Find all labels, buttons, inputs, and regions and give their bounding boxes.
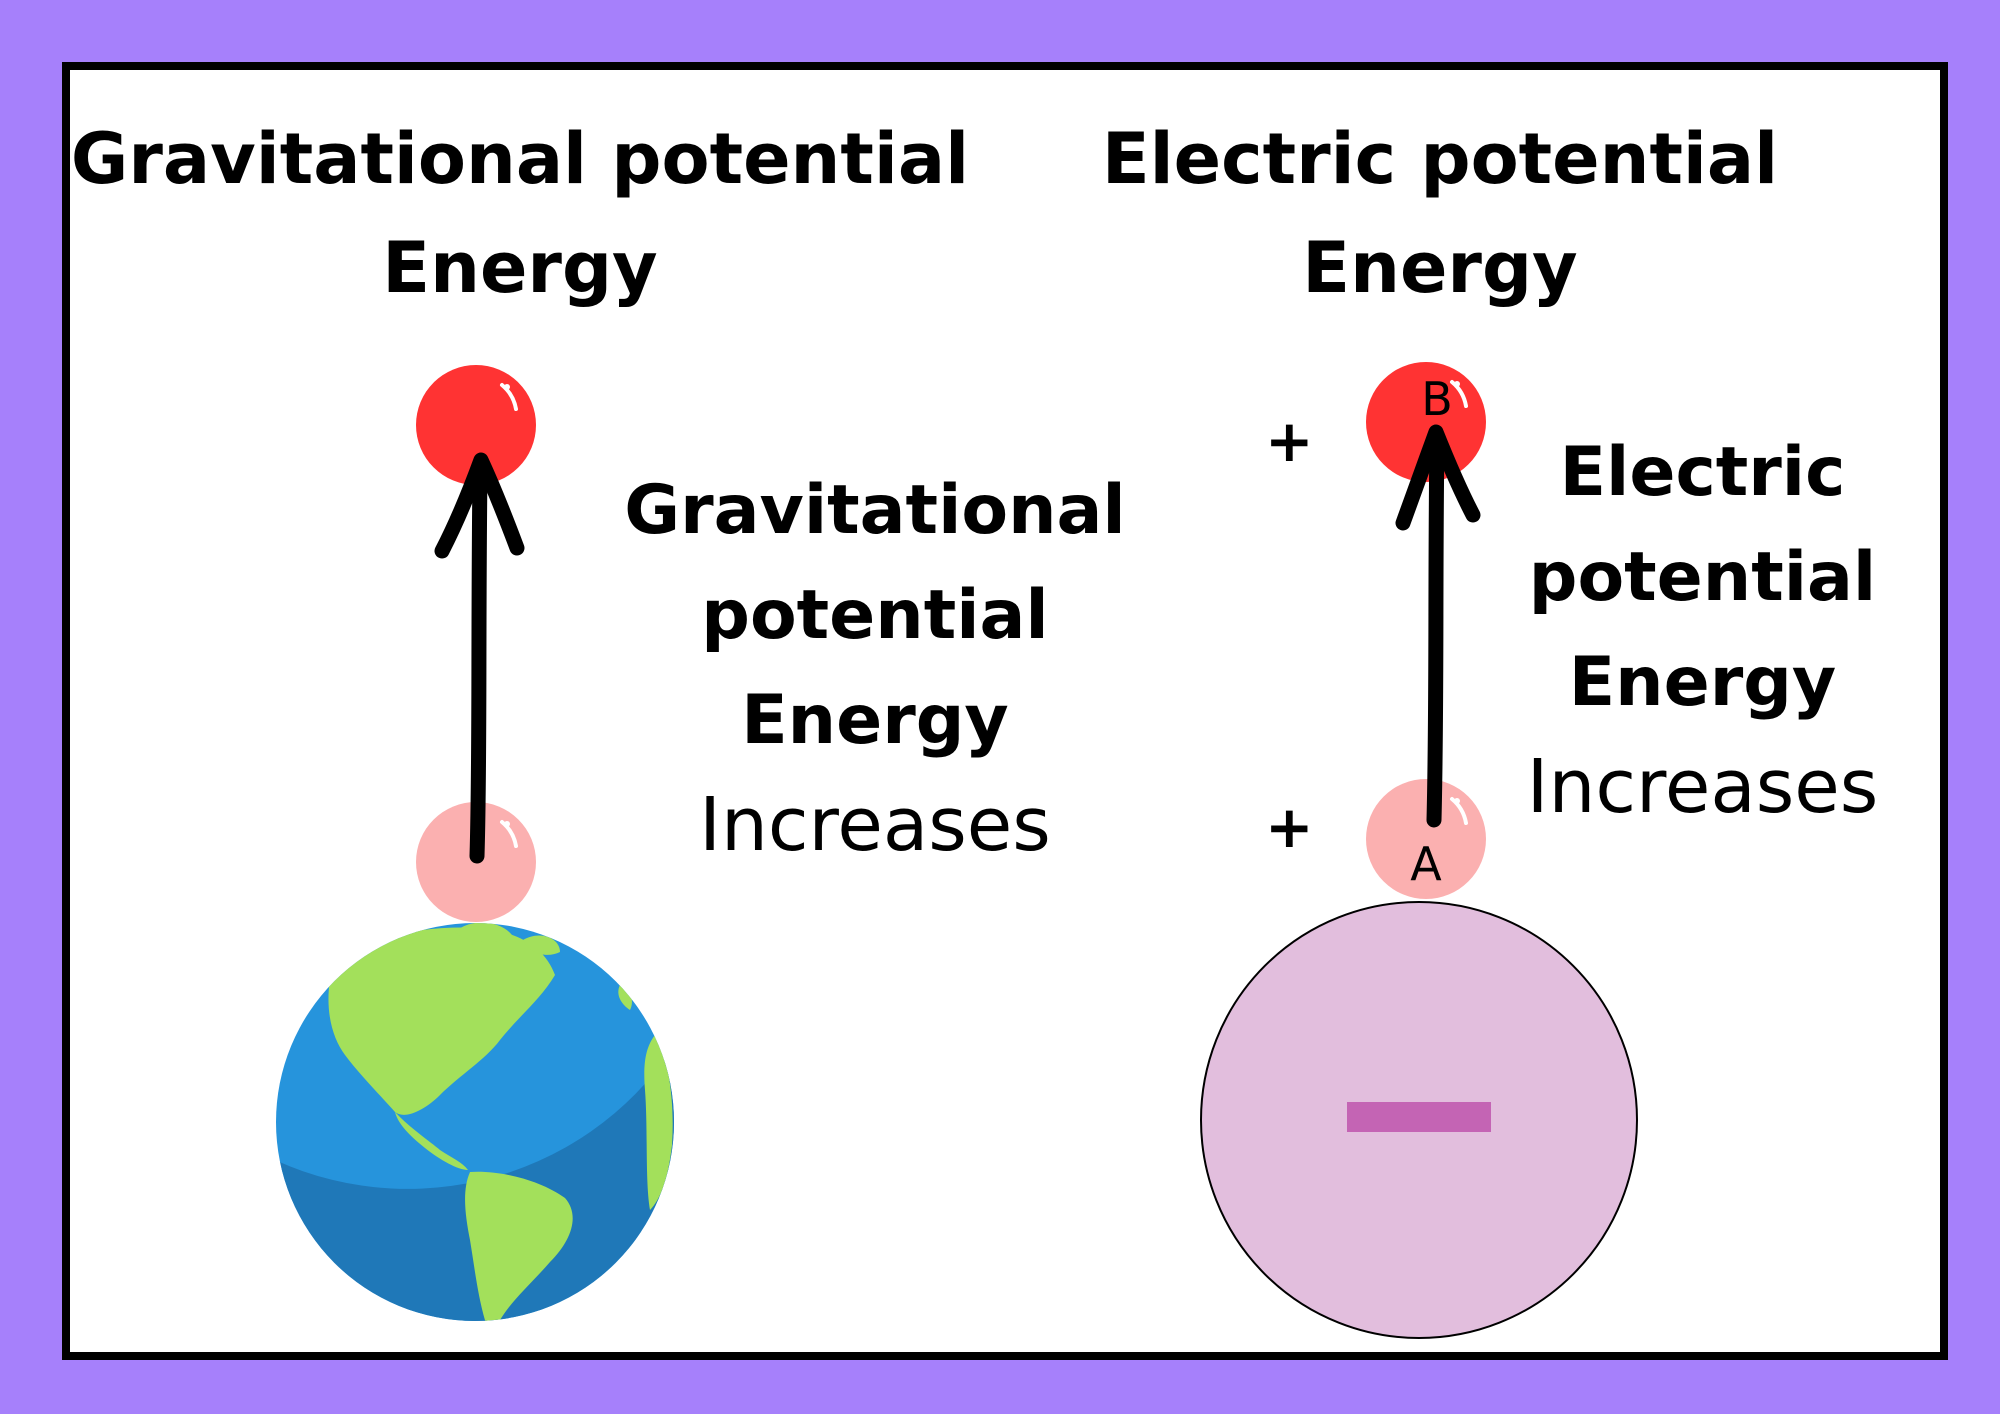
charge-ball-b: [1366, 362, 1486, 482]
gravitational-arrow: [434, 452, 525, 864]
minus-sign: [1347, 1102, 1491, 1132]
label-b: B: [1421, 372, 1453, 426]
plus-sign-top: +: [1265, 407, 1314, 475]
electric-side-line1: Electric: [1559, 433, 1846, 512]
gravitational-side-line3: Energy: [741, 681, 1009, 760]
gravitational-title-line1: Gravitational potential: [70, 118, 970, 200]
gravitational-title-line2: Energy: [382, 226, 658, 309]
gravitational-title: Gravitational potential Energy: [60, 105, 980, 322]
electric-title-line2: Energy: [1302, 226, 1578, 309]
earth-icon: [276, 923, 674, 1321]
label-a: A: [1410, 837, 1442, 891]
electric-title: Electric potential Energy: [1040, 105, 1840, 322]
gravitational-side-line4: Increases: [699, 782, 1051, 868]
electric-side-line2: potential: [1528, 538, 1877, 617]
plus-sign-bottom: +: [1265, 793, 1314, 861]
electric-arrow: [1395, 424, 1481, 828]
gravitational-side-label: Gravitational potential Energy Increases: [580, 458, 1170, 878]
electric-side-line3: Energy: [1568, 643, 1837, 722]
gravitational-side-line2: potential: [701, 576, 1049, 655]
negative-charge-sphere: [1200, 901, 1638, 1339]
electric-side-label: Electric potential Energy Increases: [1470, 420, 1935, 840]
charge-ball-a: [1366, 779, 1486, 899]
electric-side-line4: Increases: [1526, 744, 1879, 830]
mass-ball-high: [416, 365, 536, 485]
electric-title-line1: Electric potential: [1101, 118, 1779, 200]
gravitational-side-line1: Gravitational: [624, 471, 1126, 550]
